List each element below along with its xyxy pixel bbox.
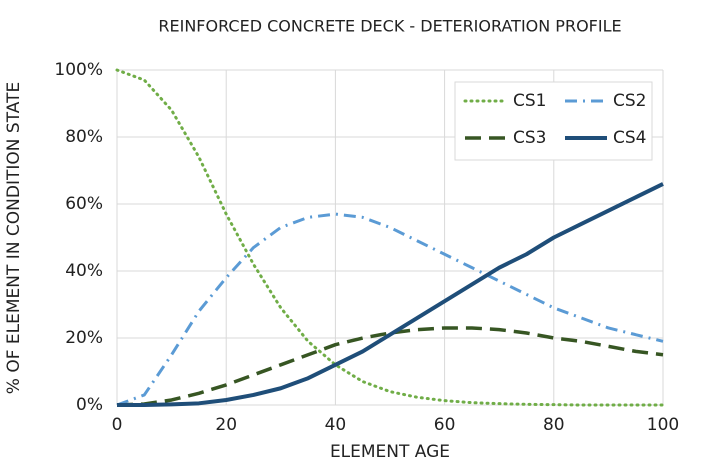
chart-title: REINFORCED CONCRETE DECK - DETERIORATION… [158, 17, 621, 36]
series-line [117, 182, 664, 407]
series-line [115, 68, 665, 407]
x-tick-label: 100 [647, 415, 679, 435]
y-tick-label: 40% [65, 261, 103, 281]
y-tick-label: 100% [54, 60, 103, 80]
x-tick-label: 0 [112, 415, 123, 435]
legend-label: CS2 [613, 91, 646, 111]
x-axis-label: ELEMENT AGE [330, 442, 450, 462]
legend-label: CS4 [613, 128, 646, 148]
legend-label: CS1 [513, 91, 546, 111]
legend-box [454, 81, 653, 161]
y-tick-label: 60% [65, 194, 103, 214]
y-axis-label: % OF ELEMENT IN CONDITION STATE [4, 82, 24, 394]
x-tick-label: 20 [215, 415, 237, 435]
y-tick-label: 80% [65, 127, 103, 147]
series-line [116, 212, 664, 407]
y-tick-label: 0% [76, 395, 103, 415]
legend-label: CS3 [513, 128, 546, 148]
x-tick-label: 80 [543, 415, 565, 435]
series-line [116, 326, 664, 407]
x-tick-label: 60 [434, 415, 456, 435]
y-tick-label: 20% [65, 328, 103, 348]
x-tick-label: 40 [325, 415, 347, 435]
